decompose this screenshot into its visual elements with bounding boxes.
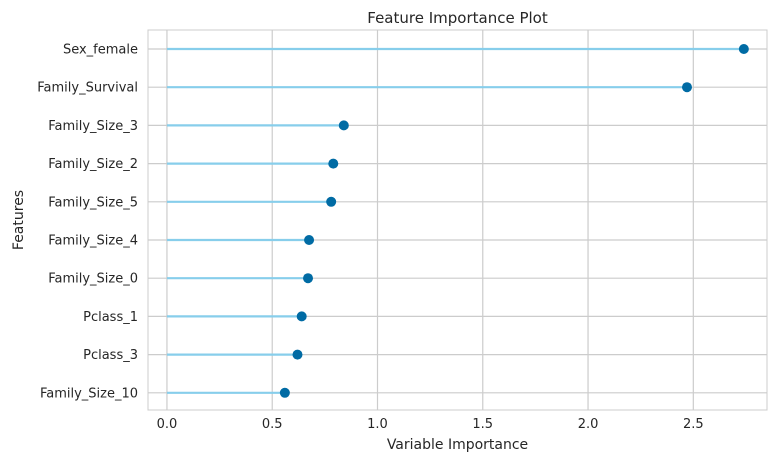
data-point: [304, 235, 315, 245]
y-tick-labels: Sex_female Family_Survival Family_Size_3 Fa…: [37, 43, 138, 402]
data-point: [292, 349, 303, 360]
data-point: [303, 273, 314, 284]
y-tick-label: Family_Size_3: [48, 119, 138, 134]
data-point: [681, 82, 692, 93]
y-tick-label: Family_Size_10: [40, 386, 138, 401]
data-point: [296, 311, 307, 322]
y-tick-label: Sex_female: [63, 43, 138, 58]
data-point: [738, 44, 749, 54]
data-point: [328, 158, 339, 169]
y-tick-label: Family_Size_0: [48, 272, 138, 287]
stems: [166, 47, 744, 394]
data-point: [338, 120, 349, 131]
y-axis-label: Features: [11, 190, 27, 250]
x-axis-label: Variable Importance: [387, 437, 528, 453]
y-tick-label: Pclass_1: [83, 310, 138, 325]
data-point: [326, 196, 337, 207]
y-tick-label: Family_Size_2: [48, 157, 138, 172]
chart-title: Feature Importance Plot: [367, 9, 548, 27]
x-tick-label: 2.0: [578, 417, 599, 432]
x-tick-label: 1.5: [472, 417, 493, 432]
data-point: [279, 387, 290, 398]
plot-area: [147, 29, 768, 411]
y-tick-label: Family_Size_4: [48, 234, 138, 249]
y-tick-label: Family_Size_5: [48, 195, 138, 210]
y-tick-label: Family_Survival: [37, 81, 138, 96]
x-tick-label: 1.0: [367, 417, 388, 432]
y-tick-label: Pclass_3: [83, 348, 138, 363]
x-tick-label: 0.5: [262, 417, 283, 432]
x-tick-label: 2.5: [683, 417, 704, 432]
x-tick-label: 0.0: [157, 417, 178, 432]
x-tick-labels: 0.0 0.5 1.0 1.5 2.0 2.5: [157, 417, 704, 432]
markers: [279, 44, 749, 398]
